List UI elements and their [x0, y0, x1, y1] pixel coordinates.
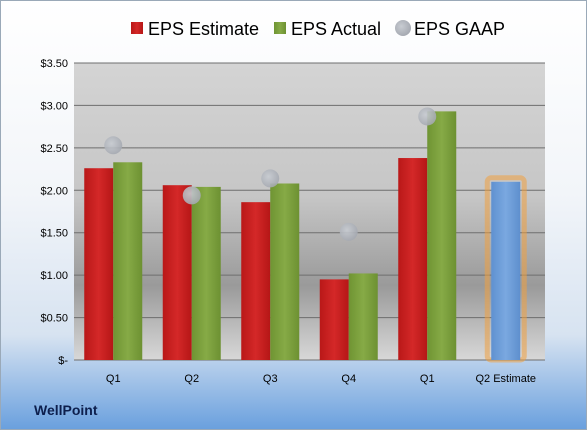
bar-eps-estimate	[241, 202, 271, 360]
bar-q2-estimate	[491, 181, 521, 360]
bars	[84, 111, 527, 363]
bar-eps-actual	[427, 111, 457, 361]
bar-eps-actual	[348, 273, 378, 360]
legend-swatch	[395, 20, 411, 36]
x-category-label: Q3	[263, 373, 278, 385]
bar-eps-estimate	[319, 279, 349, 360]
bar-eps-actual	[270, 183, 300, 360]
y-tick-label: $3.50	[40, 58, 68, 70]
y-tick-label: $1.50	[40, 228, 68, 240]
bar-eps-actual	[191, 186, 221, 360]
legend-swatch	[131, 22, 143, 34]
bar-eps-estimate	[398, 158, 428, 360]
gaap-marker	[418, 107, 437, 126]
x-category-label: Q2	[184, 373, 199, 385]
y-tick-label: $-	[58, 355, 68, 367]
brand-name: WellPoint	[34, 402, 98, 418]
x-category-label: Q2 Estimate	[475, 373, 536, 385]
gaap-marker	[182, 186, 201, 205]
y-tick-label: $2.50	[40, 143, 68, 155]
x-category-label: Q1	[420, 373, 435, 385]
y-axis-ticks: $- $0.50 $1.00 $1.50 $2.00 $2.50 $3.00 $3.50	[40, 58, 68, 367]
legend-label: EPS Actual	[291, 19, 381, 39]
gaap-marker	[339, 222, 358, 241]
x-axis-categories: Q1 Q2 Q3 Q4 Q1 Q2 Estimate	[106, 373, 536, 385]
x-category-label: Q4	[341, 373, 356, 385]
legend-label: EPS GAAP	[414, 19, 505, 39]
legend-label: EPS Estimate	[148, 19, 259, 39]
bar-eps-actual	[113, 162, 143, 360]
y-tick-label: $1.00	[40, 270, 68, 282]
gaap-marker	[104, 136, 123, 155]
bar-eps-estimate	[162, 185, 192, 360]
legend: EPS Estimate EPS Actual EPS GAAP	[131, 19, 505, 39]
legend-swatch	[274, 22, 286, 34]
gaap-markers	[104, 107, 437, 241]
bar-eps-estimate	[84, 168, 114, 360]
x-category-label: Q1	[106, 373, 121, 385]
y-tick-label: $3.00	[40, 100, 68, 112]
gridlines	[74, 62, 545, 361]
plot-area	[74, 63, 545, 360]
y-tick-label: $0.50	[40, 313, 68, 325]
y-tick-label: $2.00	[40, 185, 68, 197]
gaap-marker	[261, 169, 280, 188]
